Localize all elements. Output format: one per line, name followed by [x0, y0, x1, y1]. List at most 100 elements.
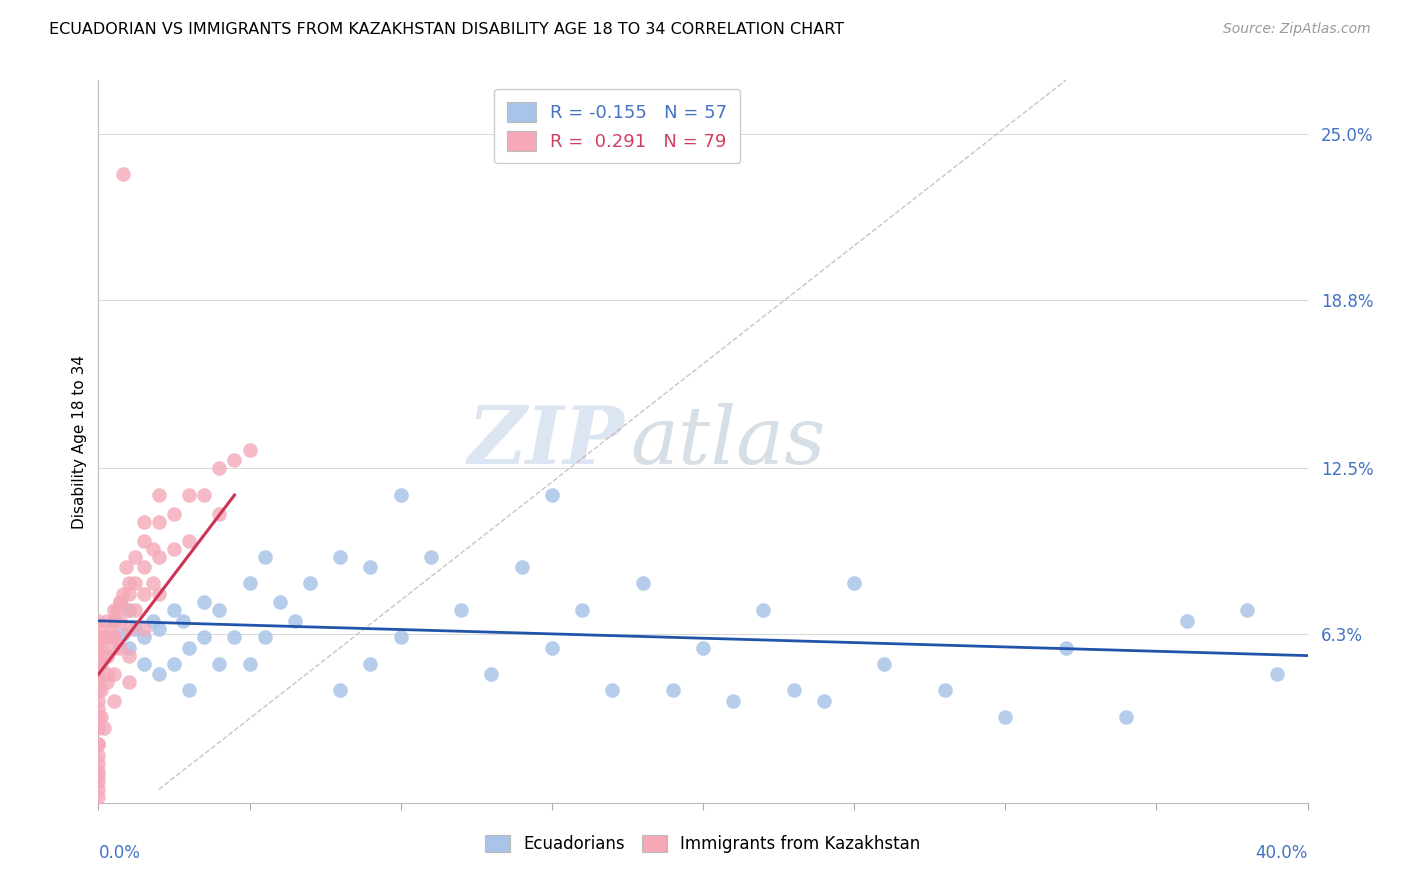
Point [103, 630, 125, 644]
Point [631, 576, 654, 591]
Point [284, 614, 307, 628]
Point [752, 603, 775, 617]
Point [90, 657, 112, 671]
Point [118, 675, 141, 690]
Point [142, 576, 165, 591]
Point [723, 694, 745, 708]
Point [87, 683, 110, 698]
Point [148, 515, 170, 529]
Point [571, 603, 593, 617]
Point [103, 603, 125, 617]
Point [93, 721, 115, 735]
Point [118, 587, 141, 601]
Text: ZIP: ZIP [468, 403, 624, 480]
Point [172, 614, 194, 628]
Text: ECUADORIAN VS IMMIGRANTS FROM KAZAKHSTAN DISABILITY AGE 18 TO 34 CORRELATION CHA: ECUADORIAN VS IMMIGRANTS FROM KAZAKHSTAN… [49, 22, 845, 37]
Point [481, 667, 503, 681]
Point [103, 640, 125, 655]
Point [103, 630, 125, 644]
Point [193, 595, 215, 609]
Point [87, 630, 110, 644]
Point [87, 721, 110, 735]
Point [389, 630, 412, 644]
Point [148, 488, 170, 502]
Point [114, 560, 136, 574]
Point [873, 657, 896, 671]
Point [96, 648, 118, 663]
Point [1236, 603, 1258, 617]
Point [360, 560, 382, 574]
Point [142, 541, 165, 556]
Point [783, 683, 806, 698]
Point [132, 587, 155, 601]
Point [329, 549, 352, 564]
Point [118, 603, 141, 617]
Point [90, 683, 112, 698]
Point [105, 603, 128, 617]
Point [1175, 614, 1198, 628]
Point [179, 683, 201, 698]
Point [813, 694, 835, 708]
Point [118, 603, 141, 617]
Point [389, 488, 412, 502]
Point [87, 667, 110, 681]
Point [132, 533, 155, 548]
Point [253, 549, 276, 564]
Point [87, 737, 110, 751]
Point [108, 614, 131, 628]
Point [132, 657, 155, 671]
Point [1054, 640, 1077, 655]
Point [87, 648, 110, 663]
Point [208, 461, 231, 475]
Legend: Ecuadorians, Immigrants from Kazakhstan: Ecuadorians, Immigrants from Kazakhstan [478, 828, 928, 860]
Y-axis label: Disability Age 18 to 34: Disability Age 18 to 34 [72, 354, 87, 529]
Point [103, 614, 125, 628]
Point [87, 640, 110, 655]
Point [118, 648, 141, 663]
Point [540, 640, 562, 655]
Point [124, 576, 146, 591]
Point [148, 587, 170, 601]
Point [108, 595, 131, 609]
Point [329, 683, 352, 698]
Point [87, 622, 110, 636]
Point [93, 630, 115, 644]
Point [96, 648, 118, 663]
Point [360, 657, 382, 671]
Point [510, 560, 533, 574]
Point [208, 657, 231, 671]
Point [118, 576, 141, 591]
Point [224, 453, 246, 467]
Text: atlas: atlas [630, 403, 825, 480]
Text: Source: ZipAtlas.com: Source: ZipAtlas.com [1223, 22, 1371, 37]
Point [87, 702, 110, 716]
Point [179, 640, 201, 655]
Point [87, 774, 110, 789]
Point [118, 622, 141, 636]
Point [163, 541, 186, 556]
Point [90, 640, 112, 655]
Point [148, 622, 170, 636]
Point [132, 515, 155, 529]
Point [163, 507, 186, 521]
Text: 40.0%: 40.0% [1256, 845, 1308, 863]
Point [100, 622, 122, 636]
Point [132, 622, 155, 636]
Point [132, 630, 155, 644]
Point [124, 603, 146, 617]
Point [142, 614, 165, 628]
Point [87, 710, 110, 724]
Point [87, 694, 110, 708]
Point [87, 737, 110, 751]
Point [108, 595, 131, 609]
Point [994, 710, 1017, 724]
Point [124, 622, 146, 636]
Point [90, 710, 112, 724]
Point [208, 507, 231, 521]
Point [118, 640, 141, 655]
Point [269, 595, 291, 609]
Point [602, 683, 624, 698]
Point [87, 782, 110, 797]
Point [1267, 667, 1289, 681]
Point [208, 603, 231, 617]
